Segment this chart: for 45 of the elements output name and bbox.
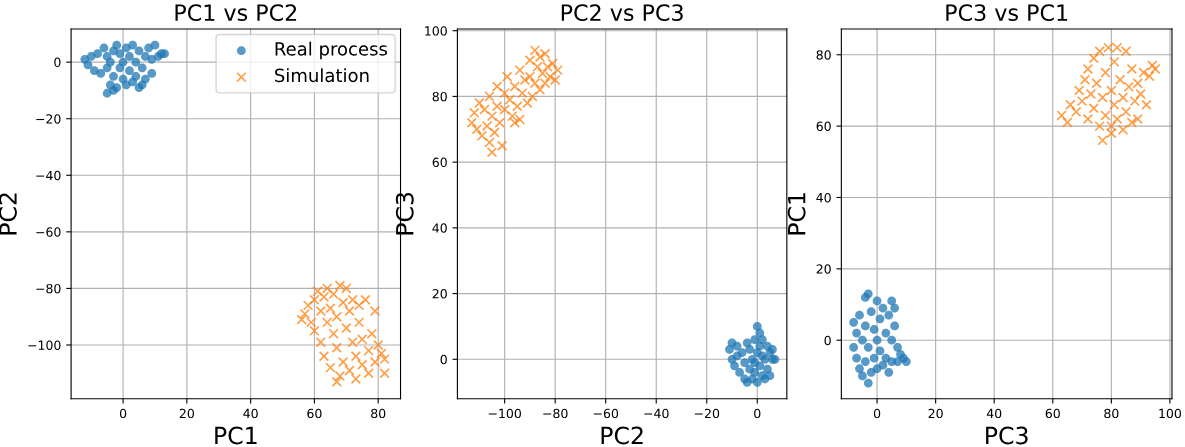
x-axis-title: PC1	[215, 426, 257, 445]
y-axis-title: PC3	[395, 192, 414, 235]
x-axis-title: PC2	[601, 426, 643, 445]
chart-title: PC3 vs PC1	[946, 4, 1068, 22]
chart-title: PC1 vs PC2	[175, 4, 297, 22]
y-axis-title: PC2	[0, 193, 17, 235]
y-axis-title: PC1	[787, 193, 806, 235]
legend-label: Real process	[275, 41, 388, 60]
chart-title: PC2 vs PC3	[561, 4, 683, 22]
x-tick-label: −60	[593, 408, 619, 419]
y-tick-label: 60	[432, 157, 447, 168]
x-tick-label: 100	[1159, 408, 1182, 419]
x-axis-title: PC3	[986, 426, 1028, 445]
x-tick-label: −100	[488, 408, 521, 419]
y-tick-label: −60	[36, 227, 61, 237]
x-tick-label: 20	[928, 408, 943, 419]
y-tick-label: −80	[36, 283, 61, 294]
legend-label: Simulation	[275, 68, 369, 83]
x-tick-label: −40	[644, 408, 669, 419]
y-tick-label: 40	[816, 192, 831, 203]
y-tick-label: 80	[432, 91, 447, 102]
x-tick-label: 0	[873, 408, 881, 419]
y-tick-label: 20	[816, 264, 831, 274]
x-tick-label: −80	[543, 408, 568, 419]
y-tick-label: 0	[440, 354, 447, 365]
y-tick-label: 0	[54, 57, 61, 68]
y-tick-label: 60	[816, 121, 831, 132]
y-tick-label: −20	[36, 114, 61, 124]
y-tick-label: 100	[425, 26, 447, 36]
x-tick-label: 0	[119, 408, 127, 419]
y-tick-label: −40	[36, 170, 61, 181]
y-tick-label: −100	[28, 340, 61, 350]
y-tick-label: 0	[824, 335, 831, 346]
x-tick-label: −20	[694, 408, 720, 419]
x-tick-label: 60	[307, 408, 322, 419]
x-tick-label: 40	[986, 408, 1002, 419]
x-tick-label: 0	[754, 408, 761, 419]
y-tick-label: 40	[432, 223, 447, 233]
x-tick-label: 60	[1045, 408, 1060, 419]
x-tick-label: 80	[1104, 408, 1119, 419]
x-tick-label: 40	[243, 408, 258, 419]
y-tick-label: 20	[432, 289, 447, 299]
x-tick-label: 80	[371, 408, 386, 419]
y-tick-label: 80	[816, 50, 831, 60]
x-tick-label: 20	[179, 408, 194, 419]
